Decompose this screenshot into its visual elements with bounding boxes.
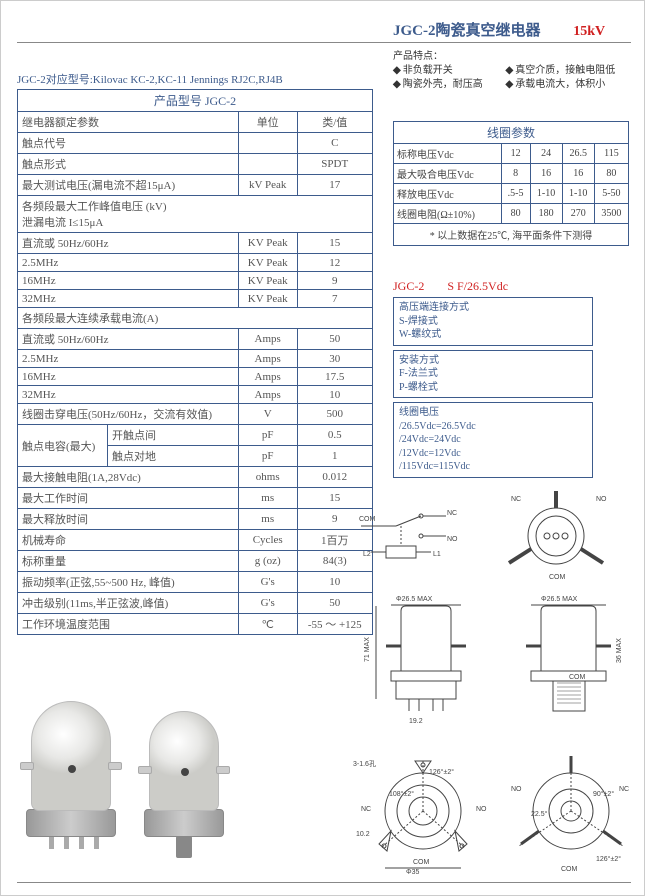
coil-table: 线圈参数 标称电压Vdc 12 24 26.5 115 最大吸合电压Vdc 8 … [393, 121, 629, 224]
top-view-diagram: NC NO COM [481, 491, 631, 581]
svg-text:NO: NO [476, 806, 487, 813]
svg-text:L1: L1 [433, 551, 441, 558]
ordering-title-1: JGC-2 [393, 279, 444, 293]
ordering-title-2: S F/26.5Vdc [447, 279, 508, 293]
svg-text:126°±2°: 126°±2° [429, 768, 454, 776]
spec-table: 产品型号 JGC-2 继电器额定参数 单位 类/值 触点代号C 触点形式SPDT… [17, 89, 373, 635]
svg-text:10.2: 10.2 [356, 831, 370, 838]
svg-text:Φ26.5 MAX: Φ26.5 MAX [396, 596, 433, 603]
svg-text:22.5°: 22.5° [531, 810, 548, 818]
feature-0: 非负载开关 [403, 65, 453, 76]
svg-text:90°±2°: 90°±2° [593, 790, 614, 798]
spec-caption: 产品型号 JGC-2 [18, 90, 373, 112]
svg-text:126°±2°: 126°±2° [596, 855, 621, 863]
dimension-diagrams: COM NC NO L2 L1 NC NO COM Φ26.5 MAX [351, 501, 641, 881]
ordering-box-1: 安装方式 F-法兰式 P-螺栓式 [393, 350, 593, 399]
product-title: JGC-2陶瓷真空继电器 [393, 23, 541, 39]
side-view-2: Φ26.5 MAX 36 MAX COM [501, 591, 641, 761]
side-view-1: Φ26.5 MAX 19.2 71 MAX [361, 591, 491, 761]
ordering-box-0: 高压端连接方式 S-焊接式 W-螺纹式 [393, 297, 593, 346]
spec-head-1: 单位 [238, 112, 297, 133]
svg-text:NC: NC [511, 496, 521, 503]
bottom-view-2: NO NC 90°±2° 126°±2° COM 22.5° [501, 756, 641, 881]
ordering-section: JGC-2 S F/26.5Vdc 高压端连接方式 S-焊接式 W-螺纹式 安装… [393, 279, 593, 482]
schematic-diagram: COM NC NO L2 L1 [351, 501, 461, 571]
voltage-rating: 15kV [543, 24, 605, 39]
svg-text:COM: COM [561, 866, 578, 873]
svg-text:108°±2°: 108°±2° [389, 790, 414, 798]
svg-text:NC: NC [361, 806, 371, 813]
svg-text:Φ35: Φ35 [406, 869, 419, 876]
svg-text:71 MAX: 71 MAX [364, 637, 371, 662]
product-photos [31, 701, 321, 871]
svg-text:COM: COM [549, 574, 566, 581]
svg-text:NC: NC [447, 510, 457, 517]
feature-1: 真空介质，接触电阻低 [515, 65, 615, 76]
svg-text:COM: COM [413, 859, 430, 866]
svg-text:NO: NO [511, 786, 522, 793]
coil-table-wrap: 线圈参数 标称电压Vdc 12 24 26.5 115 最大吸合电压Vdc 8 … [393, 121, 629, 246]
svg-text:COM: COM [359, 516, 376, 523]
feature-3: 承载电流大，体积小 [515, 79, 605, 90]
features-label: 产品特点： [393, 47, 626, 62]
features-block: 产品特点： ◆非负载开关 ◆陶瓷外壳，耐压高 ◆真空介质，接触电阻低 ◆承载电流… [393, 47, 626, 92]
svg-text:36 MAX: 36 MAX [616, 638, 623, 663]
compatible-models: JGC-2对应型号:Kilovac KC-2,KC-11 Jennings RJ… [17, 71, 283, 87]
page-header: JGC-2陶瓷真空继电器 15kV [393, 19, 633, 40]
footer-divider [17, 882, 631, 883]
svg-text:COM: COM [569, 674, 586, 681]
svg-text:NO: NO [596, 496, 607, 503]
section2-head: 各频段最大连续承载电流(A) [18, 308, 373, 329]
svg-text:3-1.6孔: 3-1.6孔 [353, 760, 376, 768]
spec-head-0: 继电器额定参数 [18, 112, 239, 133]
spec-head-2: 类/值 [297, 112, 373, 133]
svg-text:L2: L2 [363, 551, 371, 558]
coil-note: * 以上数据在25℃, 海平面条件下测得 [393, 224, 629, 246]
cap-label: 触点电容(最大) [18, 425, 108, 467]
coil-caption: 线圈参数 [394, 122, 629, 144]
svg-text:NO: NO [447, 536, 458, 543]
svg-text:19.2: 19.2 [409, 718, 423, 725]
ordering-box-2: 线圈电压 /26.5Vdc=26.5Vdc /24Vdc=24Vdc /12Vd… [393, 402, 593, 478]
header-divider [17, 42, 631, 43]
section1-head: 各频段最大工作峰值电压 (kV) 泄漏电流 I≤15μA [18, 196, 373, 233]
bottom-view-1: 3-1.6孔 126°±2° NC NO COM 10.2 Φ35 108°±2… [351, 756, 496, 881]
svg-text:NC: NC [619, 786, 629, 793]
svg-text:Φ26.5 MAX: Φ26.5 MAX [541, 596, 578, 603]
feature-2: 陶瓷外壳，耐压高 [403, 79, 483, 90]
